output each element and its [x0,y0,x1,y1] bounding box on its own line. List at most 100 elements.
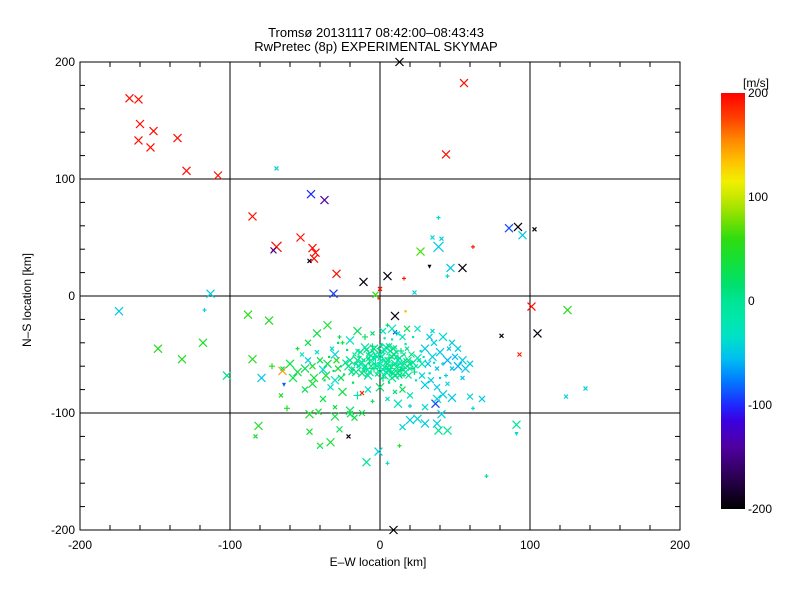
data-point [374,447,383,457]
data-point [518,230,527,240]
data-point [293,367,302,377]
data-point [563,305,572,315]
data-point [376,346,381,351]
colorbar-tick-label: 0 [748,294,755,308]
data-point [445,381,450,387]
data-point [527,302,536,311]
data-point [125,93,134,103]
data-point [412,290,417,295]
data-point [309,254,319,263]
data-point [319,395,327,403]
data-point [453,361,463,371]
colorbar-tick-label: -100 [748,398,772,412]
data-point [213,171,223,180]
data-point [316,442,324,450]
data-point [379,343,384,348]
colorbar-tick-label: -200 [748,502,772,516]
data-point [405,415,415,425]
data-point [362,457,371,467]
chart-title: Tromsø 20131117 08:42:00–08:43:43 [268,25,484,40]
data-point [149,126,158,136]
data-point [370,331,375,336]
data-point [321,371,331,380]
data-point [308,243,317,253]
data-point [351,414,358,422]
data-point [332,269,341,279]
data-point [443,355,452,365]
data-point [430,235,435,240]
data-point [269,363,275,370]
data-point [359,390,365,396]
data-point [352,381,355,384]
data-point [422,355,425,359]
data-point [379,327,387,335]
data-point [342,359,349,367]
data-point [434,426,443,435]
data-point [365,356,371,362]
data-point [177,354,187,364]
data-point [295,346,300,351]
data-point [583,386,588,391]
x-tick-label: -200 [68,538,92,552]
data-point [299,352,305,357]
data-point [312,329,322,338]
data-point [380,362,389,372]
data-point [403,325,411,333]
data-point [460,375,465,381]
data-point [399,333,406,341]
data-point [407,366,413,371]
data-point [264,316,274,325]
data-point [337,341,340,344]
data-point [406,392,414,399]
data-point [311,248,320,258]
data-point [411,366,415,371]
data-point [330,350,340,359]
data-point [340,340,345,345]
data-point [345,355,355,365]
data-point [504,223,514,233]
data-point [471,244,475,249]
data-point [430,328,435,334]
data-point [426,333,433,341]
data-point [454,345,462,353]
data-point [517,352,522,357]
data-point [420,380,430,390]
x-tick-label: 0 [377,538,384,552]
data-point [345,406,355,416]
data-point [420,419,430,428]
data-point [383,337,386,340]
data-points-layer [114,57,588,535]
data-point [337,374,345,382]
data-point [401,365,407,372]
data-point [446,346,452,352]
data-point [316,356,324,364]
data-point [499,333,504,339]
data-point [466,360,474,368]
y-tick-label: -200 [51,523,75,537]
data-point [435,347,445,357]
data-point [449,366,455,371]
data-point [333,356,340,364]
data-point [337,334,342,339]
data-point [300,364,310,373]
colorbar: 200 100 0 -100 -200 [721,86,772,516]
data-point [323,379,326,382]
data-point [377,286,383,292]
data-point [433,361,436,364]
data-point [362,333,368,340]
data-point [471,406,475,411]
data-point [401,352,407,357]
data-point [353,326,362,336]
data-point [374,371,380,377]
data-point [405,372,412,379]
data-point [411,369,418,376]
data-point [433,383,441,391]
y-tick-label: -100 [51,406,75,420]
data-point [363,371,373,380]
y-tick-label: 0 [68,289,75,303]
data-point [202,308,207,313]
data-point [445,274,450,279]
data-point [372,291,379,299]
data-point [182,166,191,176]
data-point [441,150,451,159]
